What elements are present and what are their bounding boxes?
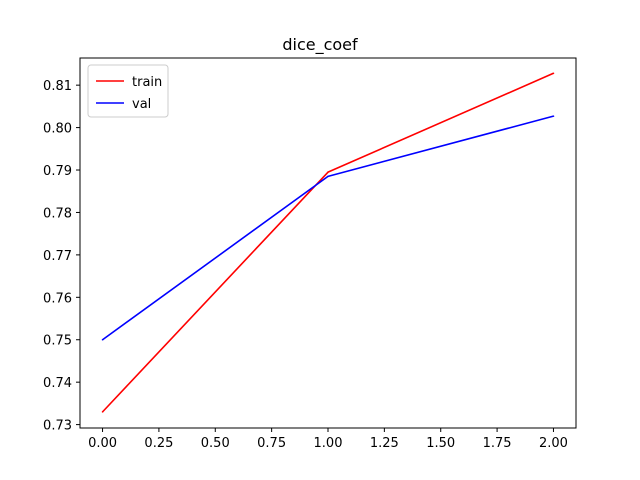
data-point-val <box>552 115 555 117</box>
x-axis: 0.00 0.25 0.50 0.75 1.00 1.25 1.50 1.75 2.00 <box>88 428 568 451</box>
y-tick-label: 0.78 <box>43 206 72 221</box>
y-tick-label: 0.76 <box>43 291 72 306</box>
x-tick-label: 0.25 <box>144 436 173 451</box>
x-tick-label: 1.50 <box>426 436 455 451</box>
data-point-val <box>327 175 329 178</box>
y-tick-label: 0.81 <box>43 79 72 94</box>
y-tick-label: 0.80 <box>43 122 72 137</box>
y-tick-label: 0.75 <box>43 334 72 349</box>
legend-label-train: train <box>132 75 162 90</box>
x-tick-label: 0.75 <box>257 436 286 451</box>
legend-label-val: val <box>132 97 151 112</box>
data-point-train <box>101 411 104 413</box>
y-axis: 0.73 0.74 0.75 0.76 0.77 0.78 0.79 0.80 0.81 <box>43 79 80 434</box>
y-tick-label: 0.74 <box>43 376 72 391</box>
x-tick-label: 0.50 <box>201 436 230 451</box>
series-layer <box>101 72 555 413</box>
y-tick-label: 0.73 <box>43 419 72 434</box>
legend: train val <box>87 64 169 118</box>
y-tick-label: 0.79 <box>43 164 72 179</box>
y-tick-label: 0.77 <box>43 249 72 264</box>
x-tick-label: 1.00 <box>314 436 343 451</box>
x-tick-label: 0.00 <box>88 436 117 451</box>
data-point-val <box>101 338 104 341</box>
data-point-train <box>552 72 555 75</box>
x-tick-label: 2.00 <box>539 436 568 451</box>
chart-title: dice_coef <box>282 35 358 55</box>
data-point-train <box>327 171 329 173</box>
legend-box <box>87 64 169 118</box>
x-tick-label: 1.25 <box>370 436 399 451</box>
x-tick-label: 1.75 <box>483 436 512 451</box>
